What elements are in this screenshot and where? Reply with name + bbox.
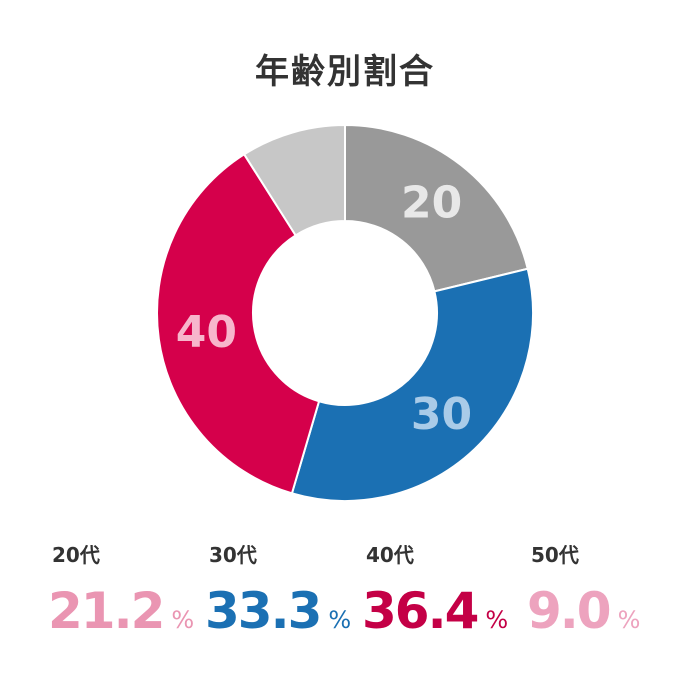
slice-label-group: 20 30 40 [176,177,472,439]
legend-label: 50代 [531,543,579,567]
legend-item-50s: 50代 9.0% [527,540,690,640]
slice-label: 20 [401,177,462,228]
legend-unit: % [328,606,352,634]
donut-slice-40代 [156,152,321,495]
legend-value-row: 9.0% [527,582,690,640]
chart-title: 年齢別割合 [255,52,435,92]
legend-value: 36.4 [362,582,479,640]
donut-slice-20代 [344,123,529,293]
legend-value-row: 21.2% [48,582,213,640]
legend-unit: % [171,606,195,634]
legend-unit: % [617,606,641,634]
legend-value: 21.2 [48,582,165,640]
legend-label: 40代 [366,543,414,567]
legend-value-row: 33.3% [205,582,370,640]
slice-label: 40 [176,307,237,358]
legend-value: 9.0 [527,582,612,640]
legend-unit: % [485,606,509,634]
slice-group [156,123,534,502]
legend-item-20s: 20代 21.2% [48,540,213,640]
legend-label: 30代 [209,543,257,567]
slice-label: 30 [411,389,472,440]
donut-slice-30代 [290,267,534,502]
legend-item-30s: 30代 33.3% [205,540,370,640]
donut-slice-50代 [242,123,346,237]
legend-item-40s: 40代 36.4% [362,540,527,640]
legend-value-row: 36.4% [362,582,527,640]
legend-label: 20代 [52,543,100,567]
legend-value: 33.3 [205,582,322,640]
